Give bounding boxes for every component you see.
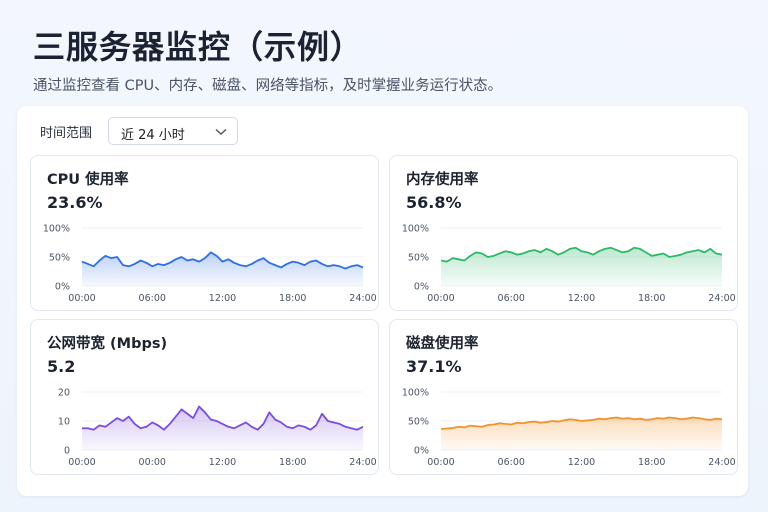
page-title: 三服务器监控（示例） — [33, 28, 364, 66]
series-area — [82, 252, 363, 286]
x-tick-label: 12:00 — [568, 457, 595, 468]
series-line — [81, 251, 364, 270]
x-tick-label: 12:00 — [209, 293, 236, 304]
x-tick-label: 18:00 — [279, 293, 306, 304]
y-tick-label: 50% — [408, 253, 429, 264]
series-area — [82, 406, 363, 450]
series-line — [440, 246, 723, 263]
x-tick-label: 18:00 — [638, 457, 665, 468]
card-title: 公网带宽 (Mbps) — [47, 336, 168, 352]
series-line — [440, 416, 723, 431]
disk-usage-card: 磁盘使用率 37.1% 100% 50% 0% 00:00 06:00 12:00 18:0… — [389, 319, 738, 475]
y-tick-label: 0% — [414, 446, 429, 457]
x-tick-label: 18:00 — [638, 293, 665, 304]
y-tick-label: 20 — [58, 388, 70, 399]
x-tick-label: 00:00 — [68, 457, 95, 468]
card-value: 5.2 — [47, 357, 76, 376]
y-tick-label: 50% — [408, 417, 429, 428]
memory-usage-card: 内存使用率 56.8% 100% 50% 0% 00:00 06:00 12:00 18:0… — [389, 155, 738, 311]
card-value: 56.8% — [406, 193, 462, 212]
x-tick-label: 00:00 — [427, 457, 454, 468]
series-line — [82, 405, 364, 431]
time-range-label: 时间范围 — [40, 126, 93, 141]
y-tick-label: 0 — [64, 446, 70, 457]
card-title: 内存使用率 — [406, 172, 479, 188]
x-tick-label: 06:00 — [498, 457, 525, 468]
y-tick-label: 10 — [58, 417, 70, 428]
series-area — [441, 417, 722, 450]
cpu-usage-card: CPU 使用率 23.6% 100% 50% 0% 00:00 06:00 12:00 18… — [30, 155, 379, 311]
disk-usage-chart: 100% 50% 0%00:00 06:00 12:00 18:00 24:00 — [402, 388, 736, 469]
x-tick-label: 00:00 — [68, 293, 95, 304]
x-tick-label: 06:00 — [139, 293, 166, 304]
cpu-usage-chart: 100% 50% 0%00:00 06:00 12:00 18:00 24:00 — [43, 224, 377, 305]
y-tick-label: 100% — [43, 224, 70, 235]
x-tick-label: 00:00 — [139, 457, 166, 468]
card-title: CPU 使用率 — [47, 172, 129, 188]
card-value: 23.6% — [47, 193, 103, 212]
bandwidth-card: 公网带宽 (Mbps) 5.2 20 10 0 00:00 00:00 12:00 18:0… — [30, 319, 379, 475]
memory-usage-chart: 100% 50% 0%00:00 06:00 12:00 18:00 24:00 — [402, 224, 736, 305]
y-tick-label: 100% — [402, 388, 429, 399]
page-subtitle: 通过监控查看 CPU、内存、磁盘、网络等指标，及时掌握业务运行状态。 — [33, 78, 503, 94]
y-tick-label: 0% — [55, 282, 70, 293]
x-tick-label: 24:00 — [349, 457, 376, 468]
x-tick-label: 24:00 — [708, 293, 735, 304]
y-tick-label: 100% — [402, 224, 429, 235]
y-tick-label: 50% — [49, 253, 70, 264]
series-area — [441, 247, 722, 286]
time-range-select[interactable]: 近 24 小时 — [108, 117, 238, 145]
x-tick-label: 12:00 — [568, 293, 595, 304]
x-tick-label: 18:00 — [279, 457, 306, 468]
x-tick-label: 24:00 — [708, 457, 735, 468]
x-tick-label: 06:00 — [498, 293, 525, 304]
card-title: 磁盘使用率 — [406, 336, 479, 352]
chevron-down-icon — [215, 128, 227, 135]
x-tick-label: 00:00 — [427, 293, 454, 304]
y-tick-label: 0% — [414, 282, 429, 293]
card-value: 37.1% — [406, 357, 462, 376]
time-range-value: 近 24 小时 — [121, 128, 185, 143]
x-tick-label: 12:00 — [209, 457, 236, 468]
x-tick-label: 24:00 — [349, 293, 376, 304]
